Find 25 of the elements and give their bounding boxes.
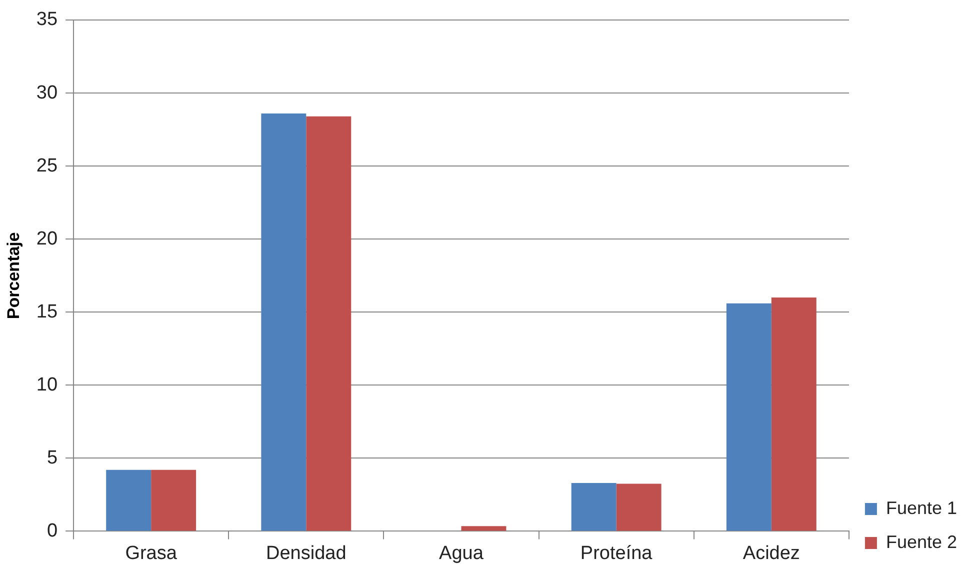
bar <box>771 298 816 531</box>
x-tick-label: Acidez <box>742 542 800 564</box>
x-tick-label: Grasa <box>125 542 178 564</box>
bar <box>151 470 196 531</box>
bar <box>461 526 506 531</box>
y-tick-label: 10 <box>36 374 58 396</box>
y-axis-title: Porcentaje <box>4 232 23 320</box>
x-tick-label: Proteína <box>580 542 653 564</box>
bar <box>571 483 616 531</box>
x-tick-label: Agua <box>439 542 484 564</box>
bar <box>106 470 152 531</box>
bar <box>261 113 306 531</box>
bar <box>616 484 662 531</box>
y-tick-label: 35 <box>36 9 58 30</box>
y-tick-label: 30 <box>36 82 58 104</box>
y-tick-label: 25 <box>36 155 58 176</box>
y-tick-label: 20 <box>36 228 58 250</box>
bar <box>306 116 352 531</box>
legend-label: Fuente 2 <box>886 532 958 552</box>
y-tick-label: 5 <box>46 447 58 468</box>
bar <box>726 303 772 531</box>
x-tick-label: Densidad <box>266 542 346 564</box>
y-tick-label: 0 <box>46 520 58 542</box>
y-tick-label: 15 <box>36 301 58 322</box>
legend-label: Fuente 1 <box>886 498 958 518</box>
